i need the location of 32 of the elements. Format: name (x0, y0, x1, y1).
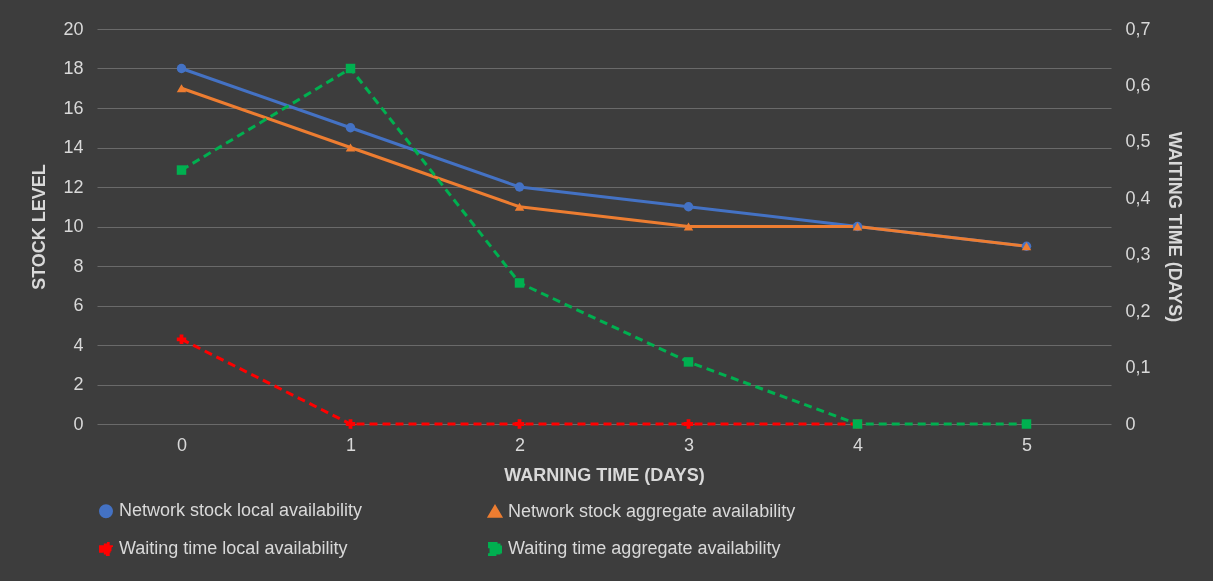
y-tick-label: 12 (63, 176, 84, 197)
legend-label: Network stock aggregate availability (508, 500, 796, 521)
y-tick-label: 14 (63, 137, 84, 157)
y-tick-label: 2 (73, 374, 84, 394)
y-tick-label: 18 (63, 58, 84, 78)
y2-tick-label: 0,4 (1125, 187, 1151, 208)
y-tick-label: 6 (73, 295, 84, 315)
x-axis-title: WARNING TIME (DAYS) (504, 464, 705, 485)
x-tick-label: 4 (852, 434, 864, 455)
y-tick-label: 10 (63, 216, 84, 236)
y2-tick-label: 0,5 (1125, 131, 1151, 152)
legend-label: Waiting time aggregate availability (508, 538, 781, 558)
x-tick-label: 3 (683, 434, 695, 455)
y-tick-label: 0 (73, 413, 84, 434)
y-tick-label: 16 (63, 97, 84, 118)
y-tick-label: 20 (63, 18, 84, 39)
y-axis-title: STOCK LEVEL (29, 164, 50, 290)
y2-tick-label: 0,7 (1125, 18, 1151, 39)
y-tick-label: 8 (73, 255, 84, 276)
legend-label: Waiting time local availability (119, 538, 348, 558)
y2-tick-label: 0,1 (1125, 357, 1151, 378)
y2-tick-label: 0 (1125, 413, 1136, 434)
x-tick-label: 5 (1021, 434, 1033, 455)
legend-label: Network stock local availability (119, 500, 363, 521)
y2-axis-title: WAITING TIME (DAYS) (1164, 131, 1185, 323)
x-tick-label: 0 (176, 434, 188, 455)
y2-tick-label: 0,6 (1125, 74, 1151, 95)
y2-tick-label: 0,2 (1125, 300, 1151, 321)
y2-tick-label: 0,3 (1125, 244, 1151, 265)
x-tick-label: 2 (514, 434, 526, 455)
y-tick-label: 4 (73, 334, 84, 355)
x-tick-label: 1 (345, 434, 357, 455)
